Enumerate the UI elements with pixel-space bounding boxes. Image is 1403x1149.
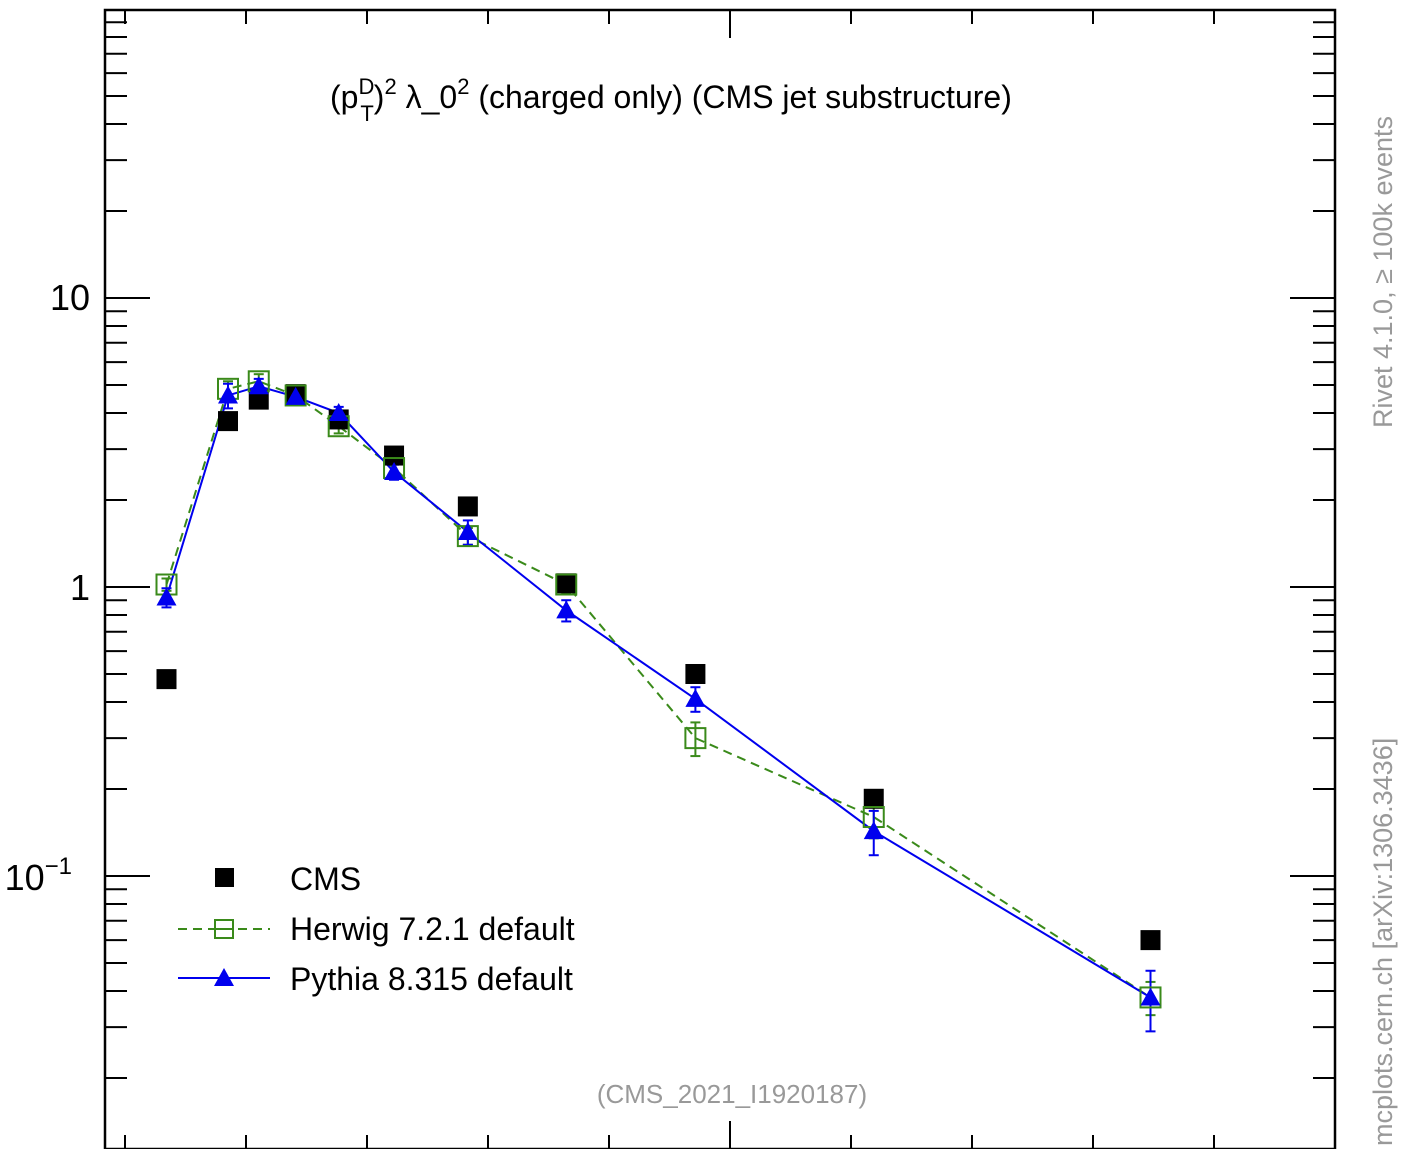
data-point-herwig	[284, 384, 307, 407]
plot-frame	[103, 8, 1337, 1149]
data-point-cms	[384, 445, 405, 466]
series-markers	[155, 370, 1162, 1009]
analysis-watermark: (CMS_2021_I1920187)	[597, 1079, 867, 1109]
legend-label-pythia: Pythia 8.315 default	[290, 961, 573, 997]
data-point-pythia	[248, 376, 269, 395]
legend-label-herwig: Herwig 7.2.1 default	[290, 911, 575, 947]
y-tick-label-0.1: 10−1	[5, 853, 72, 898]
legend-marker-cms	[215, 868, 234, 887]
data-point-pythia	[457, 521, 478, 540]
data-point-pythia	[1140, 987, 1161, 1006]
data-point-cms	[248, 389, 269, 410]
axis-ticks	[105, 10, 1336, 1149]
data-point-pythia	[156, 587, 177, 606]
data-point-pythia	[863, 821, 884, 840]
data-point-cms	[556, 573, 577, 594]
data-point-cms	[156, 669, 177, 690]
data-point-pythia	[285, 386, 306, 405]
data-point-pythia	[328, 403, 349, 422]
data-point-pythia	[556, 600, 577, 619]
data-point-cms	[1140, 930, 1161, 951]
rivet-version-label: Rivet 4.1.0, ≥ 100k events	[1368, 116, 1398, 428]
mcplots-source-label: mcplots.cern.ch [arXiv:1306.3436]	[1368, 738, 1398, 1146]
data-point-cms	[685, 663, 706, 684]
data-point-pythia	[384, 461, 405, 480]
chart-title: (pD T)2 λ_02 (charged only) (CMS jet subs…	[330, 74, 1012, 126]
y-tick-label-1: 1	[70, 567, 90, 608]
data-point-cms	[218, 411, 238, 432]
legend-label-cms: CMS	[290, 861, 361, 897]
data-point-herwig	[684, 727, 707, 750]
data-point-pythia	[685, 688, 706, 707]
legend: CMS Herwig 7.2.1 default Pythia 8.315 de…	[178, 861, 575, 997]
data-point-cms	[457, 496, 478, 517]
legend-marker-pythia	[214, 968, 234, 986]
data-point-cms	[863, 788, 884, 809]
data-point-herwig	[555, 573, 578, 596]
y-tick-label-10: 10	[50, 277, 90, 318]
data-point-pythia	[218, 385, 238, 404]
